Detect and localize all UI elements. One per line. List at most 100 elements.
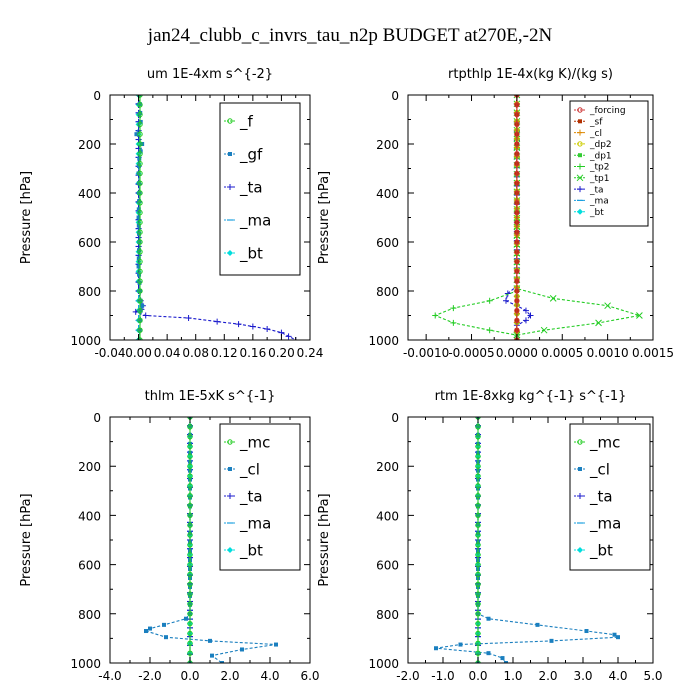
- data-point: [514, 170, 520, 177]
- y-axis-label: Pressure [hPa]: [317, 493, 332, 586]
- legend: _f _gf _ta _ma _bt: [219, 102, 301, 276]
- plot-area: [144, 417, 278, 663]
- x-tick-label: 0.0000: [496, 346, 538, 360]
- data-point: [535, 622, 540, 627]
- data-point: [514, 278, 520, 284]
- data-point: [137, 249, 143, 255]
- y-tick-label: 0: [93, 411, 101, 425]
- data-point: [636, 312, 643, 319]
- data-point: [137, 327, 143, 333]
- data-point: [187, 424, 193, 430]
- legend-entry: _ta: [239, 487, 263, 506]
- x-tick-label: 1.0: [503, 669, 522, 683]
- data-point: [137, 268, 143, 275]
- data-point: [616, 635, 620, 640]
- data-point: [612, 632, 617, 637]
- data-point: [486, 651, 491, 656]
- data-point: [235, 321, 242, 328]
- legend-marker: [578, 153, 582, 158]
- legend-box: [219, 423, 301, 571]
- data-point: [475, 561, 481, 568]
- data-point: [187, 433, 193, 440]
- data-point: [475, 591, 481, 597]
- data-point: [136, 215, 141, 220]
- data-point: [514, 160, 520, 167]
- data-point: [503, 297, 509, 304]
- y-tick-label: 600: [78, 236, 101, 250]
- data-point: [187, 522, 193, 528]
- x-tick-label: 4.0: [608, 669, 627, 683]
- data-point: [475, 443, 481, 450]
- x-tick-label: 0.0010: [587, 346, 629, 360]
- y-tick-label: 200: [376, 138, 399, 152]
- y-tick-label: 200: [78, 138, 101, 152]
- data-point: [595, 319, 602, 327]
- data-point: [136, 223, 141, 228]
- x-tick-label: -1.0: [431, 669, 454, 683]
- data-point: [486, 297, 493, 304]
- data-point: [137, 190, 143, 196]
- legend-box: [569, 100, 649, 227]
- legend-entry: _forcing: [589, 106, 626, 116]
- y-axis-label: Pressure [hPa]: [317, 171, 332, 264]
- data-point: [187, 453, 193, 460]
- legend-entry: _ma: [239, 514, 271, 533]
- data-point: [240, 647, 244, 652]
- data-point: [137, 239, 143, 245]
- figure-title: jan24_clubb_c_invrs_tau_n2p BUDGET at270…: [147, 25, 553, 46]
- data-point: [148, 626, 152, 631]
- data-point: [514, 327, 520, 333]
- x-tick-label: 0.00: [125, 346, 152, 360]
- legend-entry: _mc: [239, 433, 270, 452]
- data-point: [514, 121, 520, 128]
- x-tick-label: 0.04: [154, 346, 181, 360]
- data-point: [475, 640, 481, 647]
- x-tick-label: -4.0: [98, 669, 121, 683]
- data-point: [137, 131, 143, 137]
- data-point: [137, 160, 143, 167]
- data-point: [187, 620, 193, 627]
- data-point: [187, 493, 193, 499]
- legend-entry: _ta: [239, 178, 263, 197]
- data-point: [138, 308, 143, 313]
- data-point: [184, 616, 188, 621]
- y-tick-label: 200: [78, 460, 101, 474]
- data-point: [514, 200, 520, 206]
- legend-marker: [576, 174, 584, 182]
- data-point: [604, 302, 611, 310]
- legend-entry: _ma: [239, 211, 271, 230]
- chart-panel-4: rtm 1E-8xkg kg^{-1} s^{-1} Pressure [hPa]…: [317, 389, 663, 683]
- panel-title: thlm 1E-5xK s^{-1}: [145, 389, 276, 404]
- data-point: [137, 151, 143, 157]
- legend-box: [569, 423, 651, 571]
- data-point: [187, 443, 193, 450]
- legend-marker: [227, 250, 233, 256]
- data-point: [584, 629, 589, 634]
- y-tick-label: 800: [78, 608, 101, 622]
- data-point: [134, 132, 139, 137]
- data-point: [514, 298, 520, 304]
- chart-panel-2: rtpthlp 1E-4x(kg K)/(kg s) Pressure [hPa]…: [317, 67, 674, 360]
- data-point: [475, 433, 481, 440]
- legend-marker: [578, 119, 582, 124]
- x-tick-label: 0.0: [468, 669, 487, 683]
- x-tick-label: 0.0005: [541, 346, 583, 360]
- data-point: [137, 288, 143, 294]
- y-tick-label: 400: [78, 187, 101, 201]
- data-point: [500, 656, 505, 661]
- data-point: [434, 646, 438, 651]
- legend-marker: [577, 186, 583, 193]
- data-point: [137, 209, 143, 216]
- panel-title: um 1E-4xm s^{-2}: [147, 67, 273, 82]
- data-point: [450, 305, 457, 312]
- data-point: [475, 552, 481, 558]
- legend-marker: [577, 493, 583, 499]
- data-point: [210, 653, 214, 658]
- x-tick-label: 0.20: [268, 346, 295, 360]
- data-point: [137, 180, 143, 186]
- data-point: [514, 180, 520, 186]
- legend-entry: _tp2: [589, 163, 609, 173]
- data-point: [187, 581, 193, 587]
- y-tick-label: 0: [391, 89, 399, 103]
- series-mc: [475, 417, 481, 663]
